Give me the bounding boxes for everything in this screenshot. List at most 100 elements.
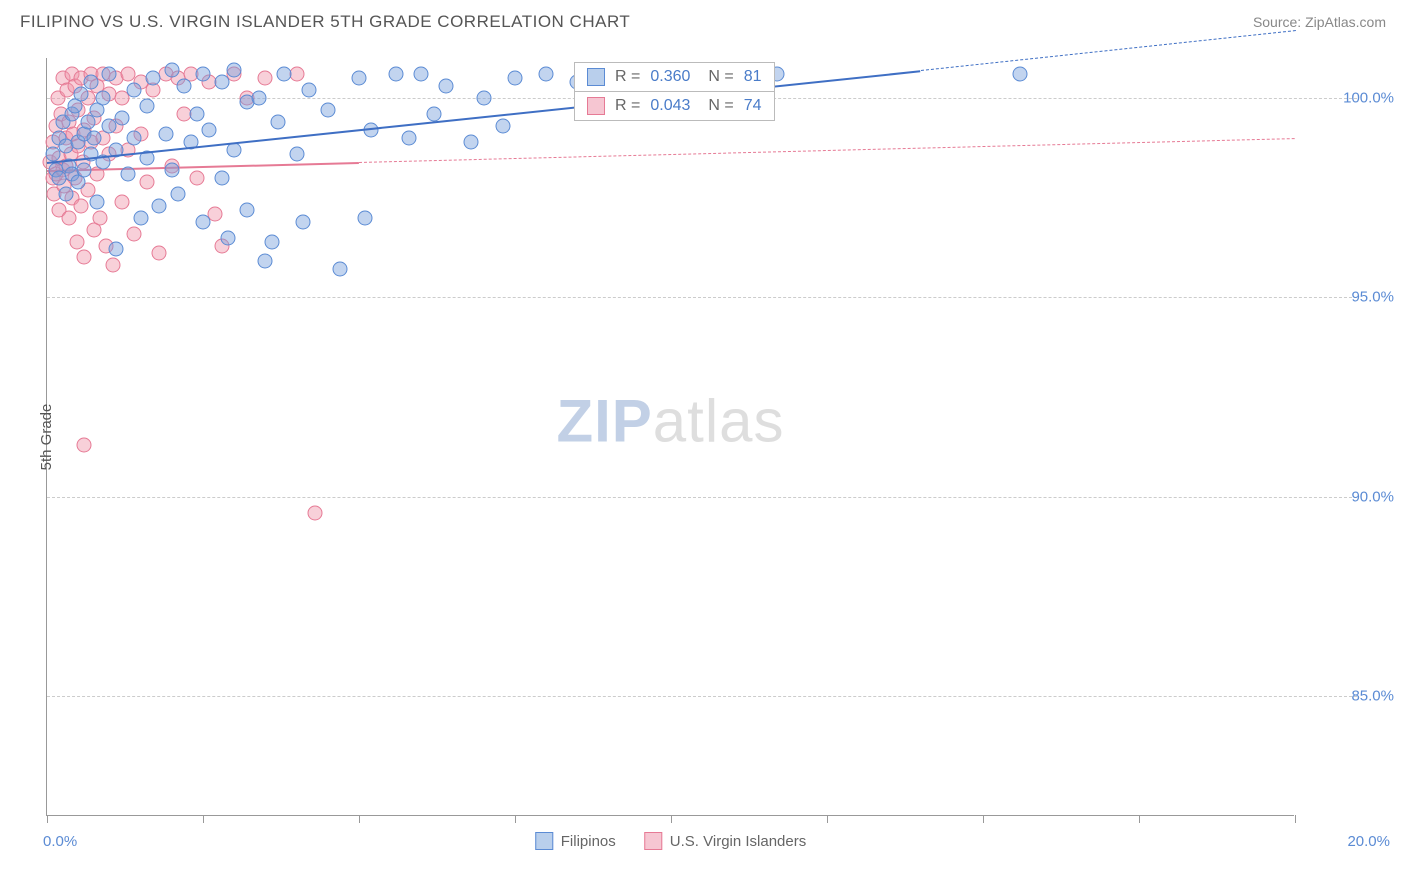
gridline-h <box>47 297 1357 298</box>
data-point <box>127 130 142 145</box>
data-point <box>277 66 292 81</box>
data-point <box>196 214 211 229</box>
stats-row: R =0.043N =74 <box>575 92 774 120</box>
data-point <box>401 130 416 145</box>
legend-swatch <box>535 832 553 850</box>
x-axis-label-max: 20.0% <box>1347 833 1390 850</box>
x-tick <box>827 815 828 823</box>
data-point <box>164 62 179 77</box>
data-point <box>89 194 104 209</box>
data-point <box>83 74 98 89</box>
data-point <box>258 70 273 85</box>
trendline-extension <box>921 30 1296 71</box>
data-point <box>464 134 479 149</box>
data-point <box>114 194 129 209</box>
x-tick <box>983 815 984 823</box>
data-point <box>74 198 89 213</box>
data-point <box>320 102 335 117</box>
data-point <box>77 437 92 452</box>
stats-box: R =0.360N =81R =0.043N =74 <box>574 62 775 121</box>
legend: Filipinos U.S. Virgin Islanders <box>535 832 806 850</box>
y-tick-label: 95.0% <box>1304 289 1394 306</box>
data-point <box>302 82 317 97</box>
data-point <box>289 146 304 161</box>
series-swatch <box>587 97 605 115</box>
data-point <box>389 66 404 81</box>
data-point <box>308 505 323 520</box>
data-point <box>177 78 192 93</box>
data-point <box>214 170 229 185</box>
data-point <box>252 90 267 105</box>
x-tick <box>47 815 48 823</box>
data-point <box>426 106 441 121</box>
data-point <box>146 70 161 85</box>
data-point <box>333 262 348 277</box>
data-point <box>258 254 273 269</box>
data-point <box>152 198 167 213</box>
plot-area: ZIPatlas 5th Grade 85.0%90.0%95.0%100.0%… <box>46 58 1294 816</box>
data-point <box>239 202 254 217</box>
data-point <box>476 90 491 105</box>
data-point <box>358 210 373 225</box>
data-point <box>196 66 211 81</box>
data-point <box>93 210 108 225</box>
legend-item[interactable]: Filipinos <box>535 832 616 850</box>
n-label: N = <box>708 68 733 86</box>
data-point <box>352 70 367 85</box>
n-value: 74 <box>744 97 762 115</box>
x-tick <box>515 815 516 823</box>
source-link[interactable]: ZipAtlas.com <box>1305 14 1386 30</box>
data-point <box>127 226 142 241</box>
data-point <box>171 186 186 201</box>
legend-label: U.S. Virgin Islanders <box>670 833 806 850</box>
data-point <box>495 118 510 133</box>
data-point <box>539 66 554 81</box>
y-tick-label: 85.0% <box>1304 688 1394 705</box>
chart-title: FILIPINO VS U.S. VIRGIN ISLANDER 5TH GRA… <box>20 12 630 32</box>
legend-swatch <box>644 832 662 850</box>
gridline-h <box>47 696 1357 697</box>
gridline-h <box>47 497 1357 498</box>
data-point <box>96 90 111 105</box>
n-value: 81 <box>744 68 762 86</box>
y-tick-label: 90.0% <box>1304 488 1394 505</box>
data-point <box>108 242 123 257</box>
data-point <box>295 214 310 229</box>
data-point <box>77 250 92 265</box>
trendline-extension <box>359 138 1295 163</box>
x-tick <box>203 815 204 823</box>
data-point <box>86 130 101 145</box>
data-point <box>202 122 217 137</box>
data-point <box>152 246 167 261</box>
x-tick <box>1139 815 1140 823</box>
y-tick-label: 100.0% <box>1304 89 1394 106</box>
data-point <box>61 210 76 225</box>
r-label: R = <box>615 68 640 86</box>
data-point <box>58 186 73 201</box>
data-point <box>164 162 179 177</box>
data-point <box>105 258 120 273</box>
y-axis-title: 5th Grade <box>38 403 55 470</box>
data-point <box>214 74 229 89</box>
data-point <box>139 174 154 189</box>
data-point <box>127 82 142 97</box>
data-point <box>220 230 235 245</box>
x-tick <box>359 815 360 823</box>
x-axis-label-min: 0.0% <box>43 833 77 850</box>
data-point <box>439 78 454 93</box>
r-label: R = <box>615 97 640 115</box>
source-label: Source: ZipAtlas.com <box>1253 14 1386 30</box>
r-value: 0.360 <box>650 68 690 86</box>
r-value: 0.043 <box>650 97 690 115</box>
data-point <box>508 70 523 85</box>
data-point <box>1013 66 1028 81</box>
data-point <box>102 66 117 81</box>
stats-row: R = 0.360 N = 81 <box>575 63 774 92</box>
data-point <box>158 126 173 141</box>
data-point <box>189 106 204 121</box>
x-tick <box>671 815 672 823</box>
legend-label: Filipinos <box>561 833 616 850</box>
data-point <box>270 114 285 129</box>
legend-item[interactable]: U.S. Virgin Islanders <box>644 832 806 850</box>
data-point <box>189 170 204 185</box>
